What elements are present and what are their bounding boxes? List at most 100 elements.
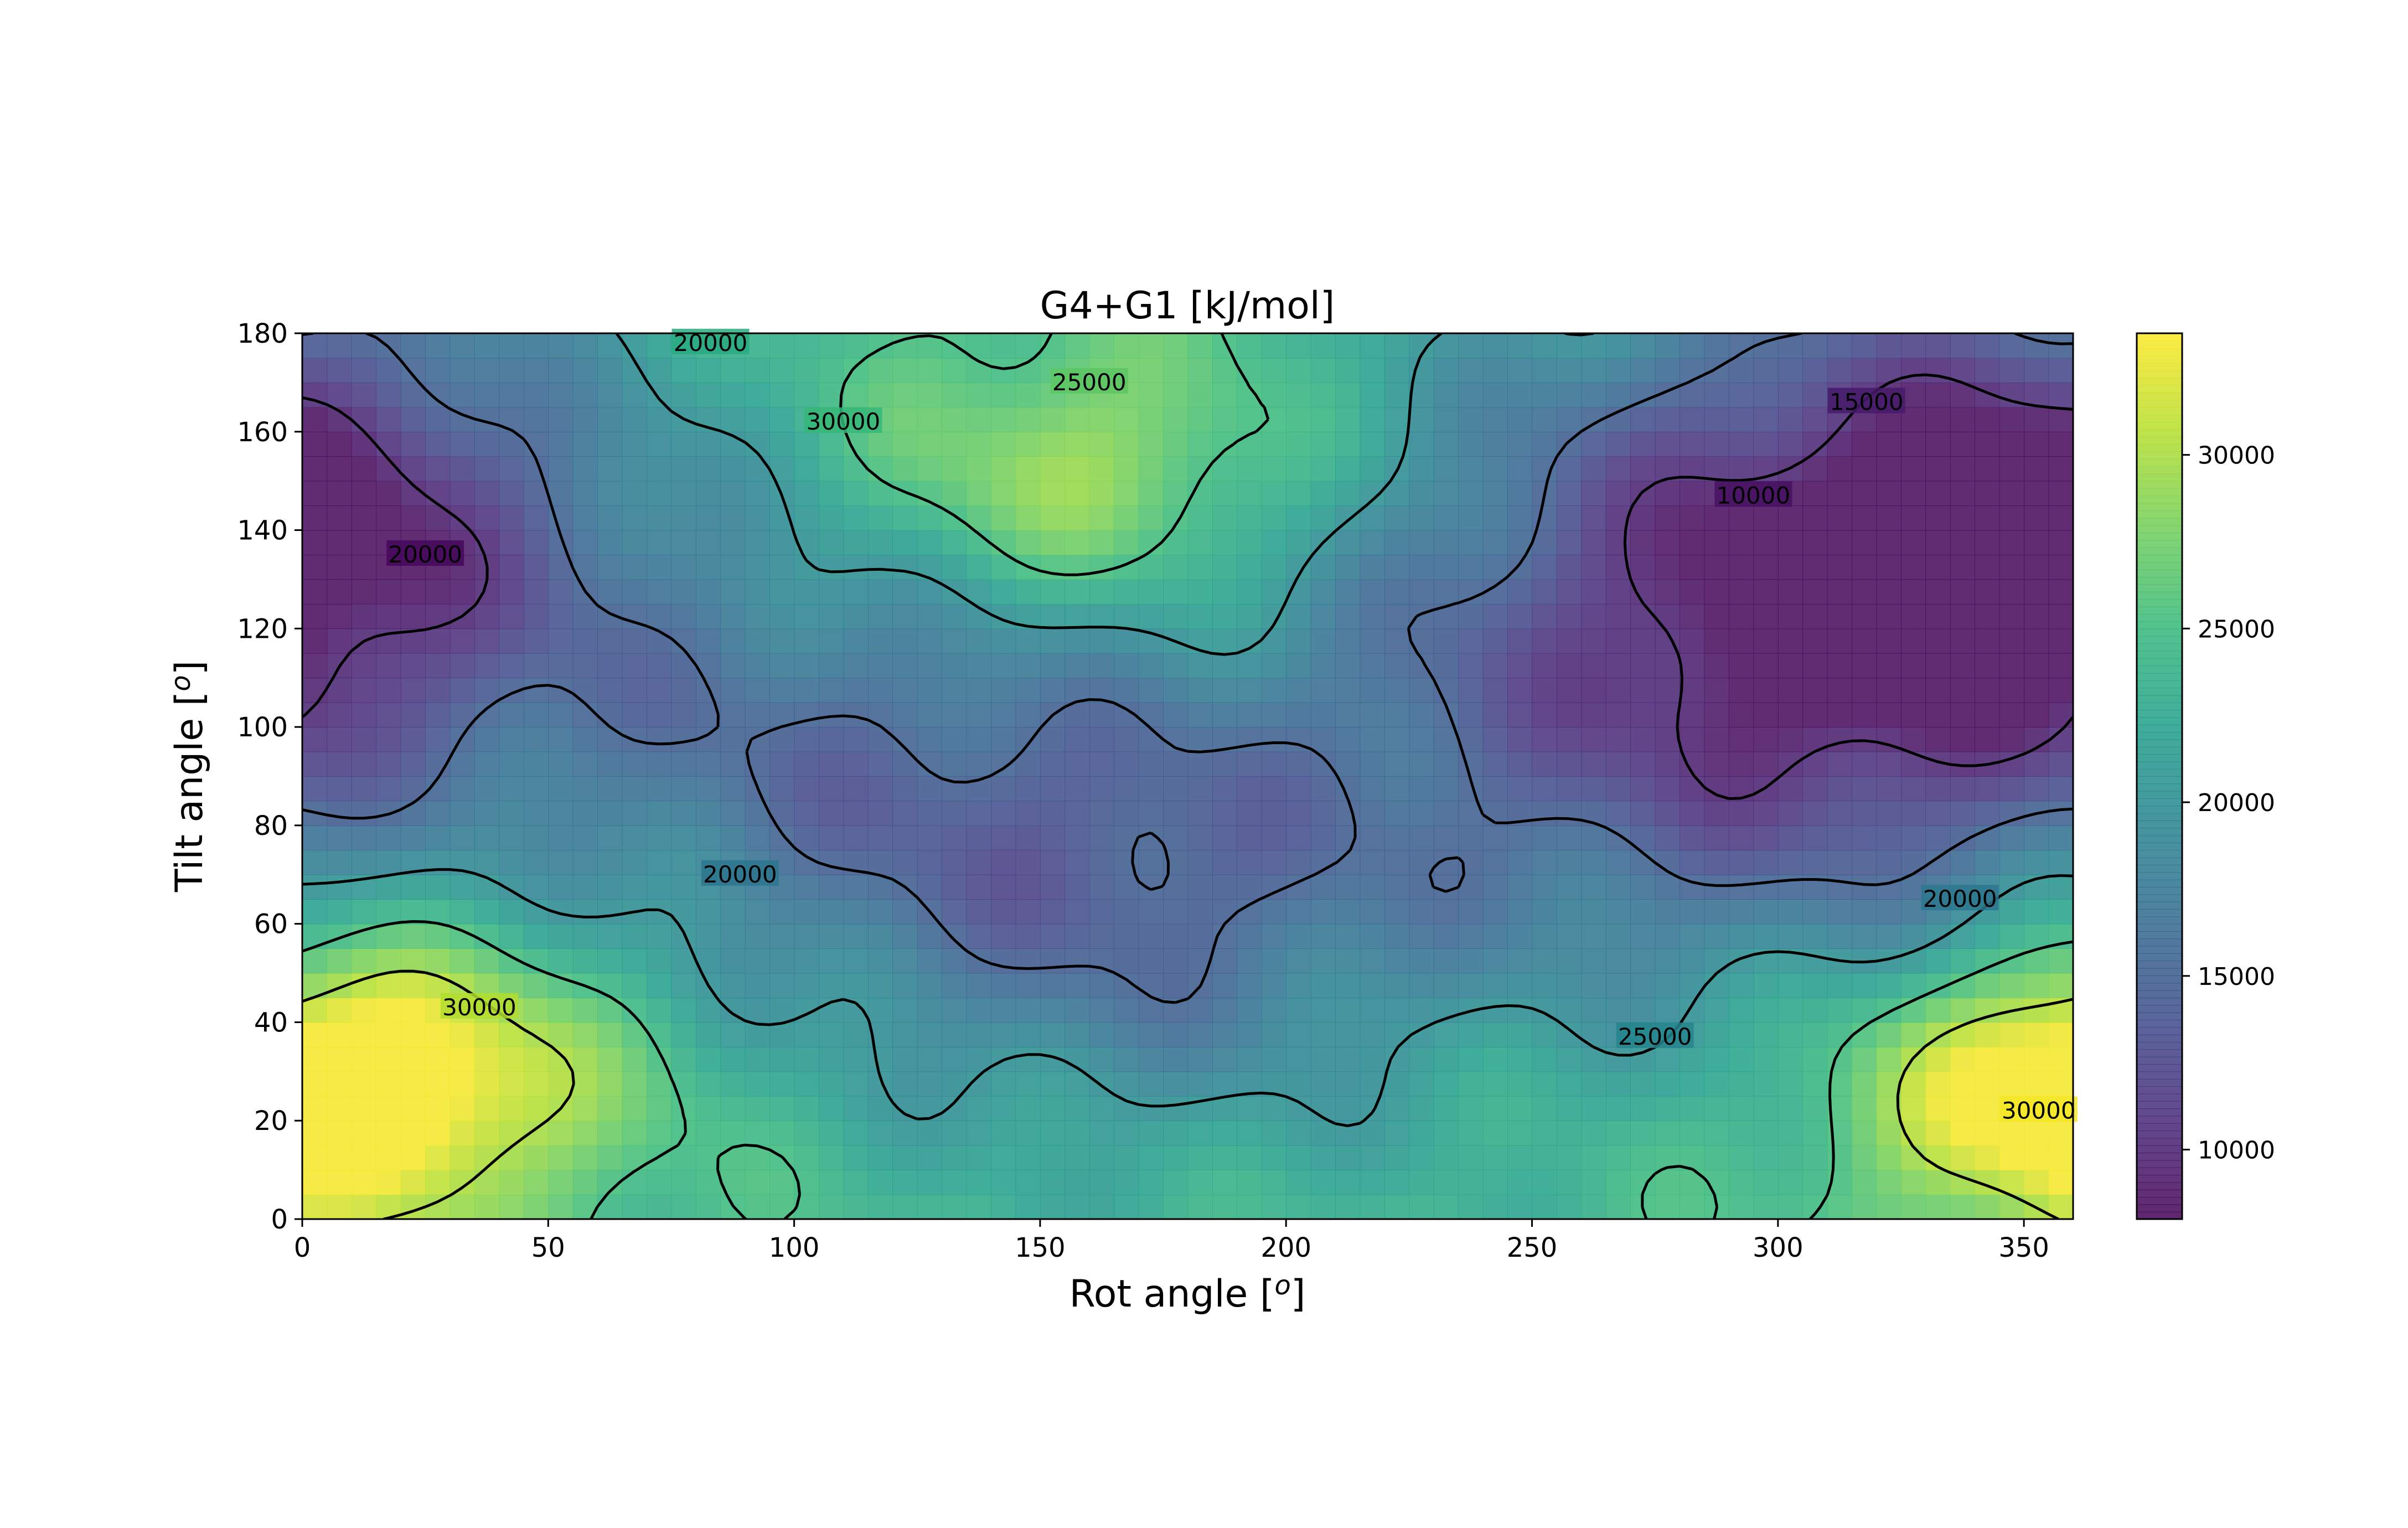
heatmap-cell xyxy=(892,530,918,555)
heatmap-cell xyxy=(499,333,524,359)
heatmap-cell xyxy=(1015,998,1041,1023)
x-axis-ticks: 0 50 100 150 200 250 300 350 xyxy=(294,1219,2049,1263)
heatmap-cell xyxy=(1827,850,1852,875)
heatmap-cell xyxy=(1925,431,1951,457)
heatmap-cell xyxy=(671,998,696,1023)
heatmap-cell xyxy=(1777,801,1804,826)
heatmap-cell xyxy=(1532,555,1557,580)
heatmap-cell xyxy=(1999,776,2024,802)
heatmap-cell xyxy=(523,998,549,1023)
heatmap-cell xyxy=(769,923,795,949)
heatmap-cell xyxy=(867,1046,893,1072)
heatmap-cell xyxy=(695,505,721,531)
heatmap-cell xyxy=(867,1096,893,1122)
heatmap-cell xyxy=(1114,530,1139,555)
colorbar-segment xyxy=(2137,1093,2182,1102)
heatmap-cell xyxy=(1138,1121,1164,1146)
heatmap-cell xyxy=(1482,431,1508,457)
heatmap-cell xyxy=(1212,628,1238,654)
heatmap-cell xyxy=(843,555,869,580)
heatmap-cell xyxy=(1458,456,1484,482)
heatmap-cell xyxy=(1015,899,1041,925)
x-axis-label: Rot angle [o] xyxy=(1069,1270,1306,1316)
colorbar-segment xyxy=(2137,444,2182,452)
heatmap-cell xyxy=(769,727,795,752)
heatmap-cell xyxy=(1630,973,1656,998)
heatmap-cell xyxy=(1163,751,1189,777)
heatmap-cell xyxy=(1876,628,1901,654)
heatmap-cell xyxy=(1999,530,2024,555)
heatmap-cell xyxy=(1605,579,1631,605)
heatmap-cell xyxy=(474,628,500,654)
heatmap-cell xyxy=(499,1194,524,1219)
heatmap-cell xyxy=(1360,850,1385,875)
heatmap-cell xyxy=(991,1022,1016,1047)
heatmap-cell xyxy=(2024,603,2049,629)
heatmap-cell xyxy=(425,407,451,432)
heatmap-cell xyxy=(1728,1096,1754,1122)
heatmap-cell xyxy=(572,998,598,1023)
heatmap-cell xyxy=(351,1022,377,1047)
heatmap-cell xyxy=(1261,653,1287,679)
heatmap-cell xyxy=(942,358,967,383)
heatmap-cell xyxy=(1310,678,1336,703)
heatmap-cell xyxy=(1704,751,1729,777)
colorbar-segment xyxy=(2137,1167,2182,1175)
heatmap-cell xyxy=(1409,407,1434,432)
heatmap-cell xyxy=(1581,1022,1606,1047)
heatmap-cell xyxy=(917,850,942,875)
heatmap-cell xyxy=(474,653,500,679)
heatmap-cell xyxy=(843,801,869,826)
heatmap-cell xyxy=(1655,505,1680,531)
y-tick-label: 0 xyxy=(271,1204,288,1235)
heatmap-cell xyxy=(1310,1022,1336,1047)
colorbar-segment xyxy=(2137,451,2182,460)
heatmap-cell xyxy=(499,407,524,432)
heatmap-cell xyxy=(671,776,696,802)
heatmap-cell xyxy=(1015,1096,1041,1122)
heatmap-cell xyxy=(843,603,869,629)
heatmap-cell xyxy=(572,702,598,727)
heatmap-cell xyxy=(1286,333,1311,359)
y-axis-label: Tilt angle [o] xyxy=(166,660,211,892)
heatmap-cell xyxy=(1212,555,1238,580)
heatmap-cell xyxy=(1802,481,1828,506)
heatmap-cell xyxy=(892,850,918,875)
heatmap-cell xyxy=(1286,751,1311,777)
heatmap-cell xyxy=(1802,505,1828,531)
heatmap-cell xyxy=(351,727,377,752)
heatmap-cell xyxy=(1482,628,1508,654)
heatmap-cell xyxy=(1335,998,1361,1023)
heatmap-cell xyxy=(351,530,377,555)
heatmap-cell xyxy=(1507,1170,1533,1195)
heatmap-cell xyxy=(1802,530,1828,555)
heatmap-cell xyxy=(2024,1071,2049,1097)
heatmap-cell xyxy=(400,678,426,703)
heatmap-cell xyxy=(622,1071,647,1097)
heatmap-cell xyxy=(548,1170,573,1195)
heatmap-cell xyxy=(572,899,598,925)
heatmap-cell xyxy=(1630,727,1656,752)
heatmap-cell xyxy=(1556,1096,1582,1122)
heatmap-cell xyxy=(1753,1046,1779,1072)
heatmap-cell xyxy=(1409,1170,1434,1195)
colorbar-segment xyxy=(2137,1138,2182,1146)
heatmap-cell xyxy=(794,678,819,703)
colorbar-segment xyxy=(2137,783,2182,792)
heatmap-cell xyxy=(1900,1194,1926,1219)
heatmap-cell xyxy=(1482,456,1508,482)
heatmap-cell xyxy=(1114,874,1139,900)
heatmap-cell xyxy=(1138,1145,1164,1170)
heatmap-cell xyxy=(1310,1194,1336,1219)
heatmap-cell xyxy=(1680,579,1705,605)
heatmap-cell xyxy=(1827,628,1852,654)
heatmap-cell xyxy=(1581,530,1606,555)
heatmap-cell xyxy=(572,653,598,679)
colorbar-segment xyxy=(2137,458,2182,467)
heatmap-cell xyxy=(1237,456,1262,482)
heatmap-cell xyxy=(1507,776,1533,802)
heatmap-cell xyxy=(1950,1194,1976,1219)
heatmap-cell xyxy=(376,948,401,974)
heatmap-cell xyxy=(1630,431,1656,457)
heatmap-cell xyxy=(1704,1121,1729,1146)
